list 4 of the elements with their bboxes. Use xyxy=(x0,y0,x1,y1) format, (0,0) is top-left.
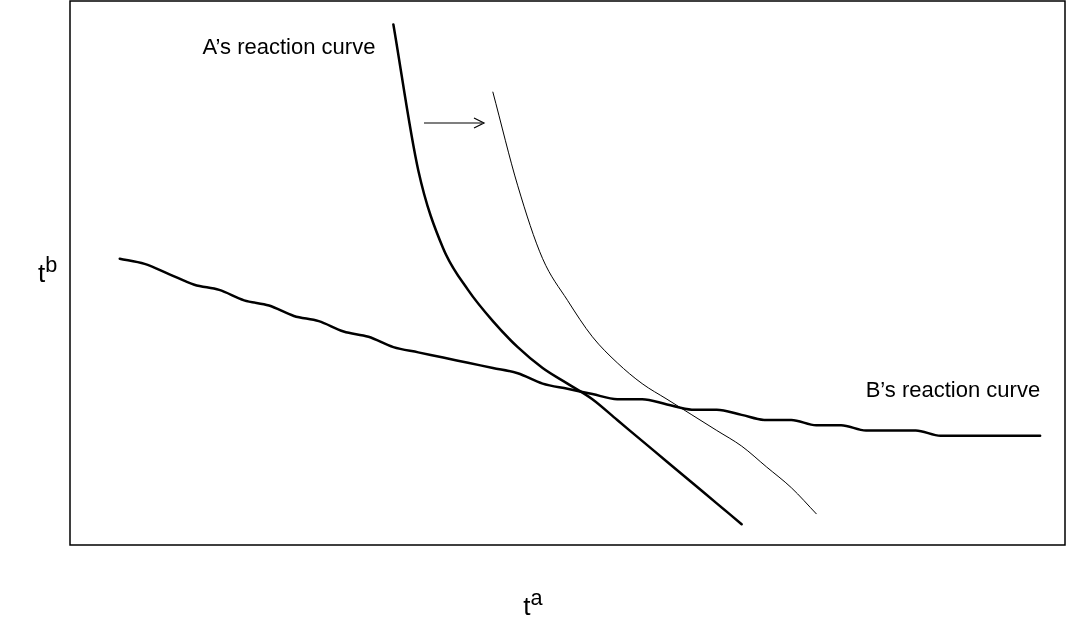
x-axis-title: t$^{a}$ xyxy=(522,585,544,622)
y-axis-title: t$^{b}$ xyxy=(38,252,58,289)
series-label: A’s reaction curve xyxy=(202,34,376,60)
series-label: B’s reaction curve xyxy=(865,376,1041,402)
